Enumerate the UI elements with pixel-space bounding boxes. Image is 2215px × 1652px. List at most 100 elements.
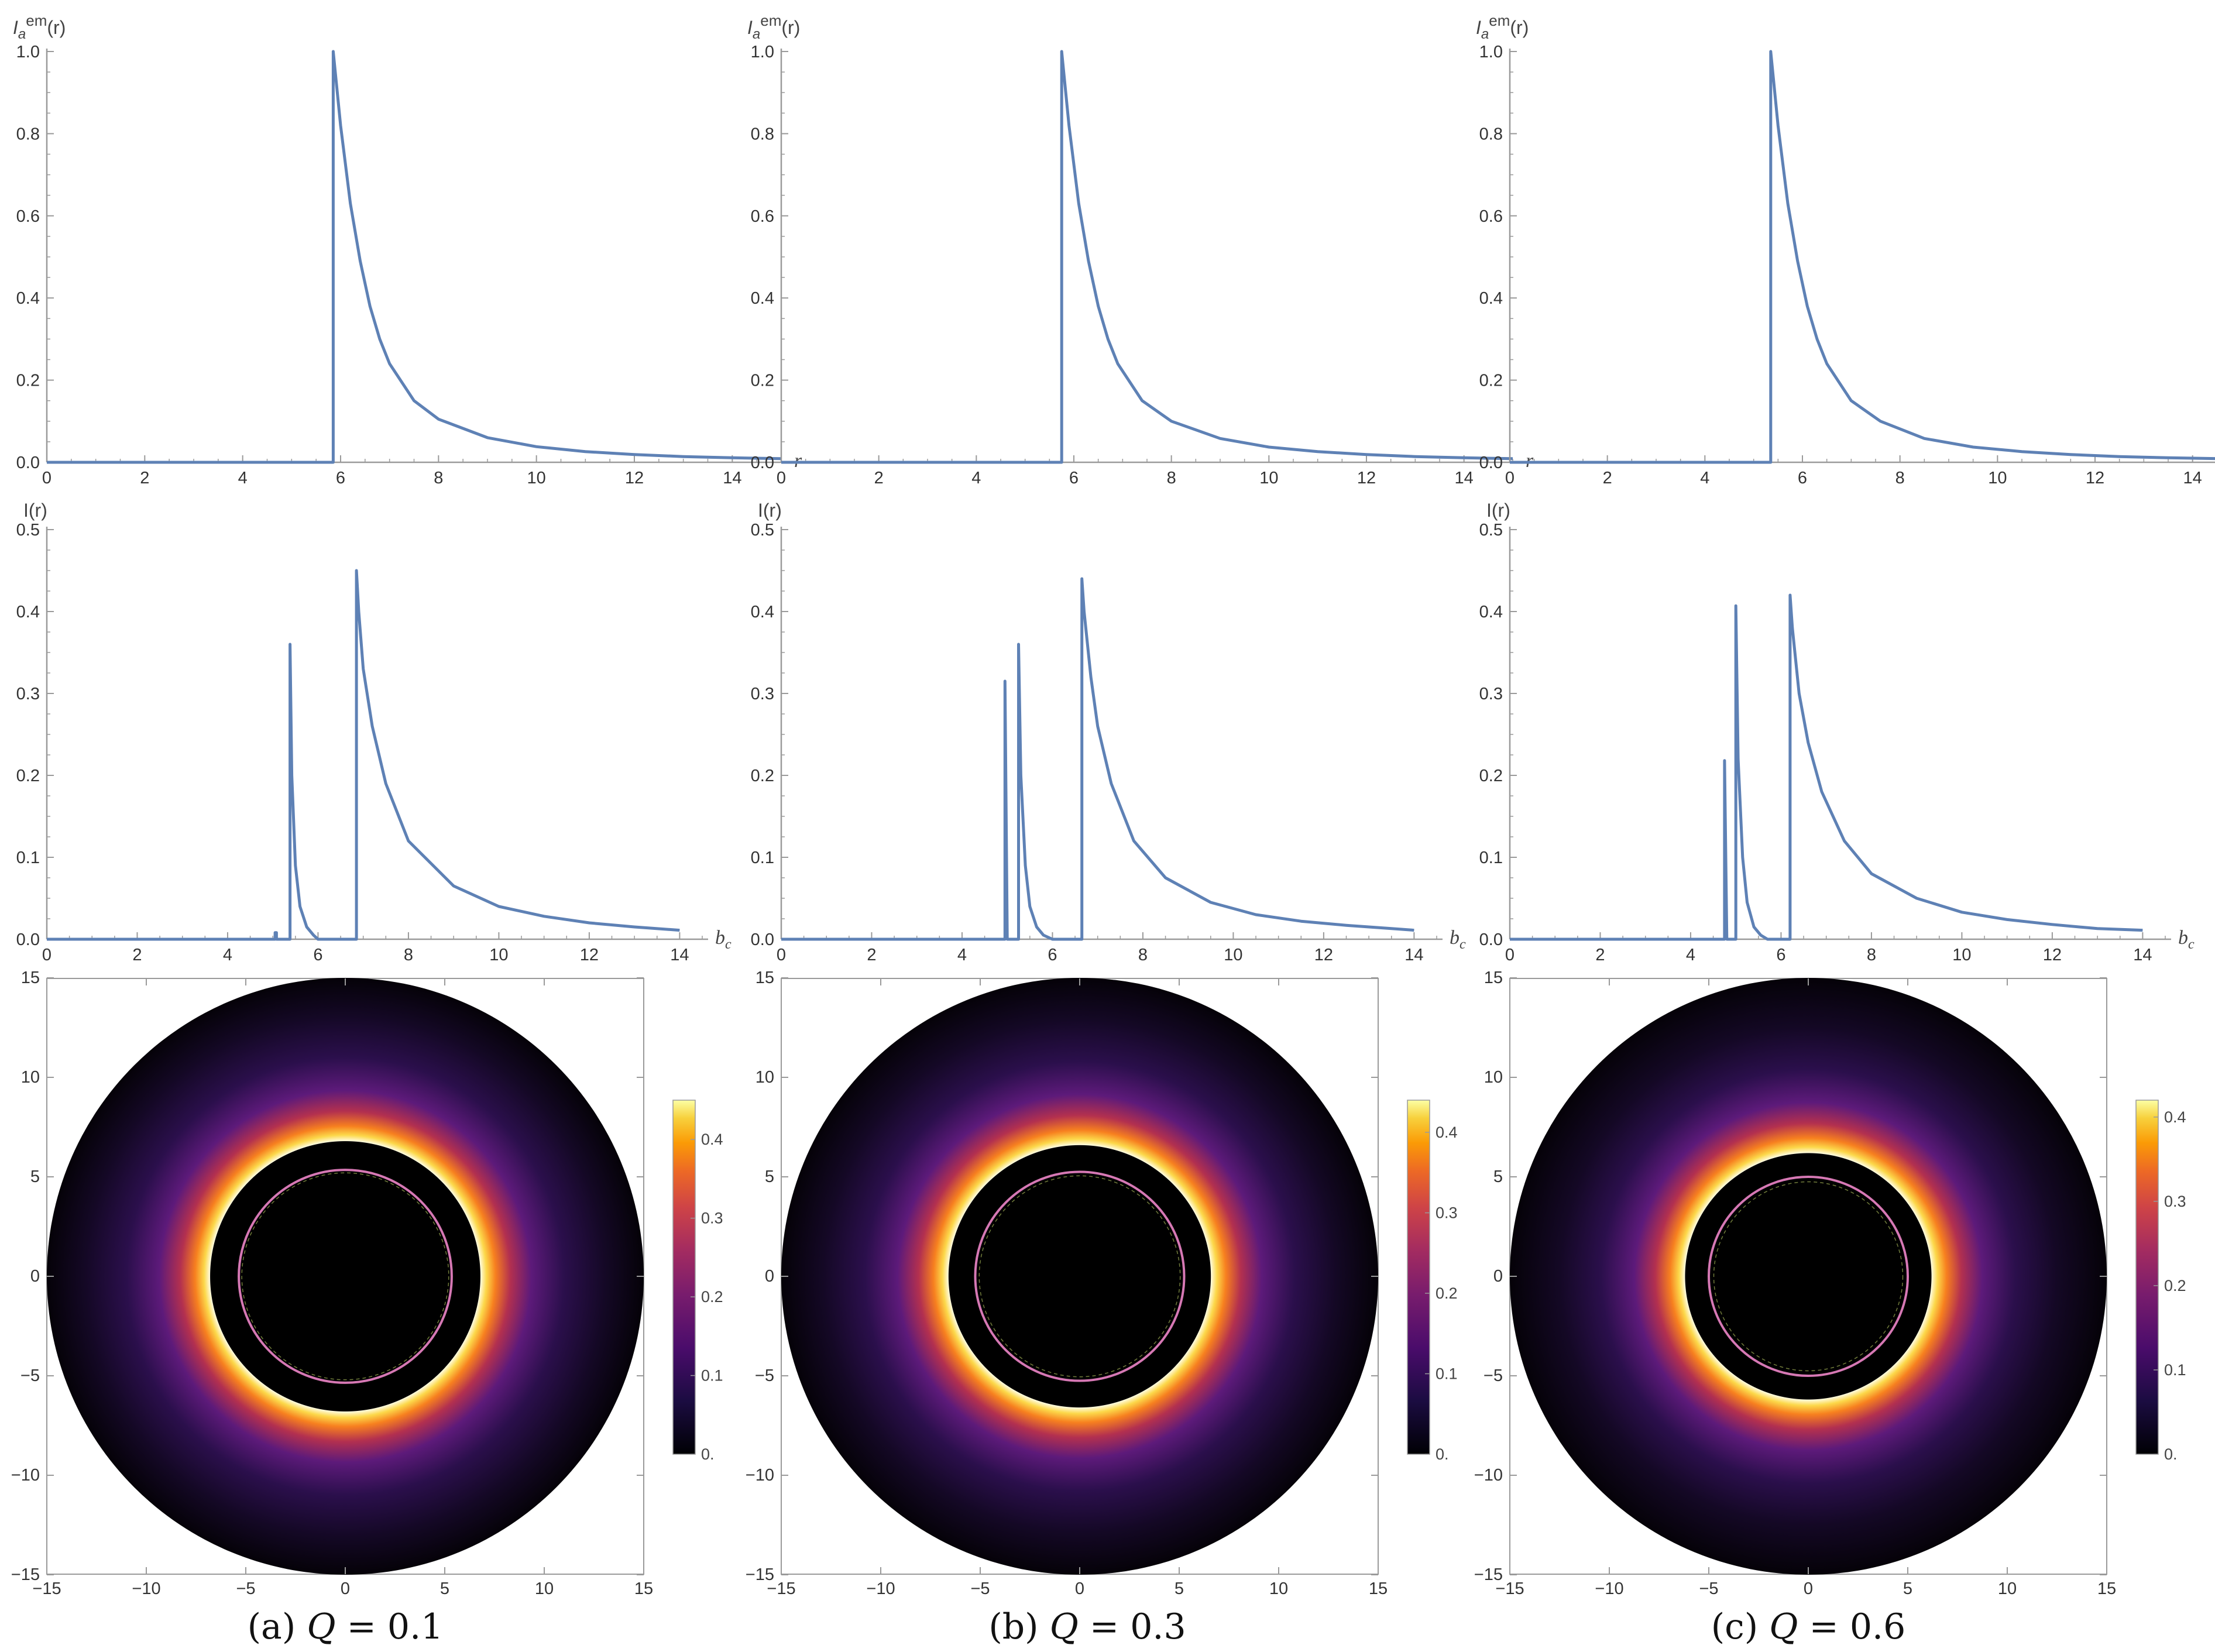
x-tick-label: 4 bbox=[1686, 946, 1695, 964]
inner-ring bbox=[241, 1172, 449, 1380]
colorbar-tick-label: 0.4 bbox=[1436, 1124, 1458, 1141]
y-tick-label: 5 bbox=[765, 1167, 774, 1186]
x-tick-label: 10 bbox=[1952, 946, 1971, 964]
data-series-line bbox=[47, 569, 680, 941]
y-tick-label: 0.1 bbox=[751, 849, 774, 867]
x-tick-label: 12 bbox=[2086, 469, 2104, 487]
inner-ring bbox=[978, 1175, 1181, 1378]
x-tick-label: 10 bbox=[527, 469, 546, 487]
data-series-line bbox=[1510, 50, 2215, 464]
x-tick-label: 12 bbox=[2043, 946, 2062, 964]
photon-ring bbox=[1708, 1176, 1909, 1377]
x-tick-label: 0 bbox=[777, 946, 786, 964]
x-tick-label: 5 bbox=[1903, 1579, 1912, 1598]
x-tick-label: 8 bbox=[434, 469, 443, 487]
y-tick-label: 0.1 bbox=[1479, 849, 1503, 867]
x-tick-label: 0 bbox=[42, 469, 51, 487]
x-tick-label: −5 bbox=[236, 1579, 255, 1598]
y-tick-label: 15 bbox=[755, 968, 774, 987]
colorbar-tick-label: 0.1 bbox=[1436, 1365, 1458, 1383]
y-axis-label: I(r) bbox=[758, 500, 782, 521]
y-tick-label: 0.0 bbox=[1479, 454, 1503, 472]
panel-caption-c: (c) Q = 0.6 bbox=[1711, 1606, 1906, 1647]
x-tick-label: −15 bbox=[32, 1579, 61, 1598]
y-tick-label: −10 bbox=[1474, 1466, 1503, 1485]
y-tick-label: 0.1 bbox=[16, 849, 40, 867]
x-tick-label: 10 bbox=[1998, 1579, 2017, 1598]
y-tick-label: 0.4 bbox=[1479, 289, 1503, 308]
x-tick-label: 0 bbox=[1505, 946, 1515, 964]
x-tick-label: 0 bbox=[1505, 469, 1515, 487]
x-tick-label: 4 bbox=[957, 946, 967, 964]
x-tick-label: 0 bbox=[1075, 1579, 1084, 1598]
y-tick-label: 0.4 bbox=[16, 289, 40, 308]
y-tick-label: 0.5 bbox=[16, 521, 40, 540]
x-tick-label: 12 bbox=[1357, 469, 1376, 487]
panel-c-image: −15 −10 −5 0 5 10 15 −15 −10 −5 0 5 10 15 0. 0.1 0.2 0.3 0… bbox=[1474, 968, 2186, 1598]
x-tick-label: −15 bbox=[767, 1579, 795, 1598]
colorbar-tick-label: 0. bbox=[2164, 1445, 2178, 1463]
accretion-disk-image bbox=[47, 978, 644, 1575]
colorbar-tick-label: 0.2 bbox=[1436, 1284, 1458, 1302]
accretion-disk-image bbox=[781, 978, 1378, 1575]
x-tick-label: 2 bbox=[132, 946, 142, 964]
y-tick-label: 1.0 bbox=[16, 43, 40, 61]
x-tick-label: 10 bbox=[1269, 1579, 1288, 1598]
x-tick-label: 8 bbox=[1867, 946, 1876, 964]
x-tick-label: 0 bbox=[777, 469, 786, 487]
y-tick-label: 0.0 bbox=[16, 930, 40, 949]
colorbar-tick-label: 0.2 bbox=[2164, 1277, 2186, 1294]
photon-ring bbox=[238, 1169, 453, 1384]
x-axis-label: bc bbox=[2178, 927, 2195, 952]
panel-caption-a: (a) Q = 0.1 bbox=[248, 1606, 444, 1647]
x-tick-label: 4 bbox=[971, 469, 981, 487]
colorbar-tick-label: 0. bbox=[701, 1445, 715, 1463]
x-tick-label: 8 bbox=[1167, 469, 1176, 487]
x-tick-label: 14 bbox=[723, 469, 741, 487]
x-tick-label: 6 bbox=[336, 469, 345, 487]
x-tick-label: 2 bbox=[1603, 469, 1612, 487]
colorbar-tick-label: 0.4 bbox=[701, 1131, 723, 1148]
y-tick-label: 0.6 bbox=[751, 207, 774, 226]
y-tick-label: −15 bbox=[1474, 1565, 1503, 1584]
x-tick-label: 0 bbox=[42, 946, 51, 964]
x-tick-label: 8 bbox=[1138, 946, 1148, 964]
colorbar-tick-label: 0.2 bbox=[701, 1288, 723, 1306]
x-tick-label: 2 bbox=[867, 946, 876, 964]
y-tick-label: 15 bbox=[21, 968, 40, 987]
panel-a-image: −15 −10 −5 0 5 10 15 −15 −10 −5 0 5 10 15 0. 0.1 0.2 0.3 0… bbox=[11, 968, 723, 1598]
x-tick-label: 2 bbox=[140, 469, 149, 487]
y-tick-label: 0.4 bbox=[751, 603, 774, 621]
y-tick-label: −5 bbox=[20, 1366, 40, 1385]
y-tick-label: 0.0 bbox=[751, 930, 774, 949]
y-tick-label: 0 bbox=[765, 1267, 774, 1286]
x-tick-label: −5 bbox=[970, 1579, 990, 1598]
colorbar bbox=[2135, 1100, 2159, 1455]
x-tick-label: 4 bbox=[238, 469, 248, 487]
y-tick-label: 0.2 bbox=[751, 372, 774, 390]
y-tick-label: 0.0 bbox=[16, 454, 40, 472]
colorbar-tick-label: 0.3 bbox=[1436, 1204, 1458, 1222]
y-tick-label: 0.4 bbox=[1479, 603, 1503, 621]
y-axis-label: Iaem(r) bbox=[1476, 12, 1529, 42]
y-tick-label: 0.8 bbox=[16, 125, 40, 143]
x-tick-label: 10 bbox=[1988, 469, 2007, 487]
y-tick-label: 1.0 bbox=[751, 43, 774, 61]
x-tick-label: 15 bbox=[634, 1579, 653, 1598]
colorbar-tick-label: 0.4 bbox=[2164, 1108, 2186, 1126]
x-tick-label: 15 bbox=[1369, 1579, 1388, 1598]
x-tick-label: 5 bbox=[1175, 1579, 1184, 1598]
y-tick-label: 0.6 bbox=[1479, 207, 1503, 226]
x-tick-label: 10 bbox=[1259, 469, 1278, 487]
y-axis-label: Iaem(r) bbox=[747, 12, 800, 42]
colorbar bbox=[672, 1100, 696, 1455]
x-tick-label: 8 bbox=[404, 946, 413, 964]
panel-caption-b: (b) Q = 0.3 bbox=[988, 1606, 1186, 1647]
y-tick-label: 0.0 bbox=[1479, 930, 1503, 949]
x-axis-label: bc bbox=[1450, 927, 1466, 952]
y-axis-label: Iaem(r) bbox=[13, 12, 66, 42]
x-tick-label: 8 bbox=[1895, 469, 1905, 487]
y-tick-label: 0.2 bbox=[1479, 372, 1503, 390]
